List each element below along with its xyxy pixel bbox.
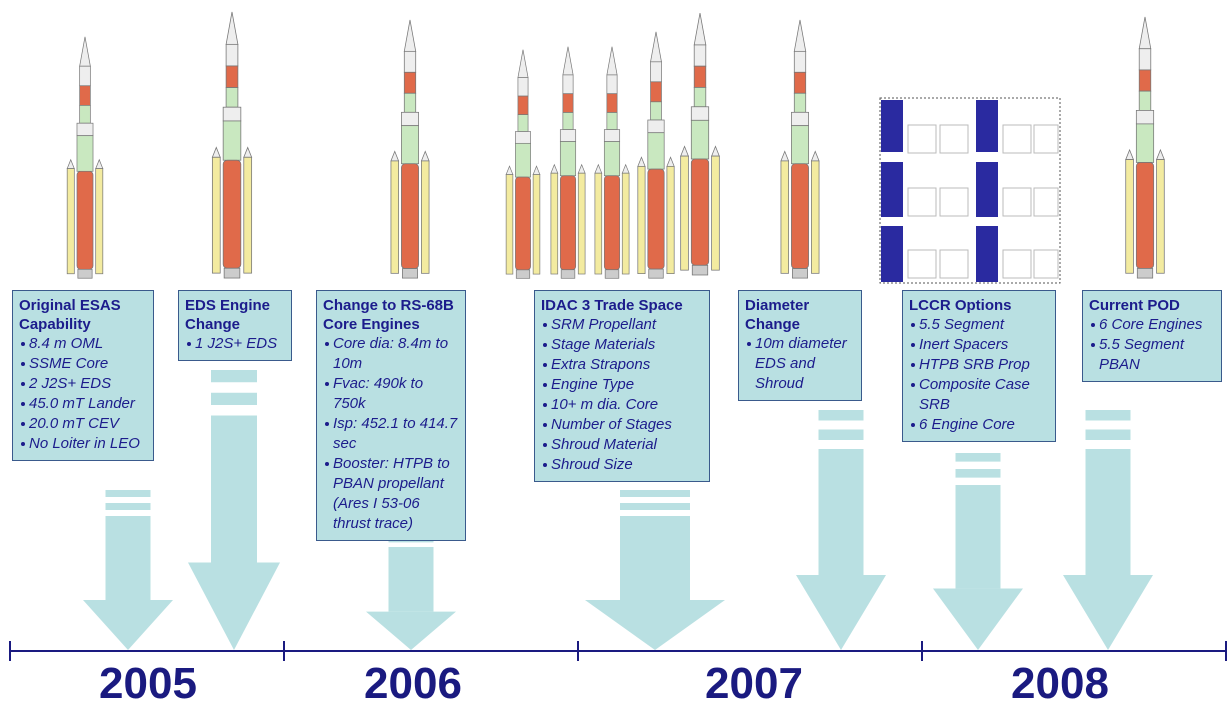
stage-items: SRM Propellant Stage Materials Extra Strap… bbox=[541, 315, 703, 475]
stage-items: Core dia: 8.4m to 10m Fvac: 490k to 750k I… bbox=[323, 334, 459, 534]
stage-title: EDS Engine Change bbox=[185, 297, 271, 333]
stage-item: Booster: HTPB to PBAN propellant (Ares I… bbox=[325, 454, 459, 534]
stage-item: 1 J2S+ EDS bbox=[187, 334, 285, 354]
stage-item: Extra Strapons bbox=[543, 355, 703, 375]
stage-item: 10m diameter EDS and Shroud bbox=[747, 334, 855, 394]
stage-item: SSME Core bbox=[21, 354, 147, 374]
stage-title: Current POD bbox=[1089, 297, 1180, 314]
stage-items: 1 J2S+ EDS bbox=[185, 334, 285, 354]
stage-item: 45.0 mT Lander bbox=[21, 394, 147, 414]
stage-item: 6 Engine Core bbox=[911, 415, 1049, 435]
stage-box: EDS Engine Change 1 J2S+ EDS bbox=[178, 290, 292, 361]
stage-title: IDAC 3 Trade Space bbox=[541, 297, 683, 314]
timeline bbox=[9, 641, 1227, 661]
stage-item: 8.4 m OML bbox=[21, 334, 147, 354]
year-label: 2006 bbox=[364, 659, 462, 708]
stage-item: 2 J2S+ EDS bbox=[21, 374, 147, 394]
stage-item: 6 Core Engines bbox=[1091, 315, 1215, 335]
stage-box: Diameter Change 10m diameter EDS and Shro… bbox=[738, 290, 862, 401]
stage-item: 20.0 mT CEV bbox=[21, 414, 147, 434]
stage-item: SRM Propellant bbox=[543, 315, 703, 335]
stage-item: Engine Type bbox=[543, 375, 703, 395]
stage-item: 5.5 Segment bbox=[911, 315, 1049, 335]
stage-box: IDAC 3 Trade Space SRM Propellant Stage Ma… bbox=[534, 290, 710, 482]
stage-item: Number of Stages bbox=[543, 415, 703, 435]
stage-item: Isp: 452.1 to 414.7 sec bbox=[325, 415, 458, 452]
stage-item: No Loiter in LEO bbox=[21, 434, 147, 454]
stage-items: 10m diameter EDS and Shroud bbox=[745, 334, 855, 394]
stage-box: Original ESAS Capability 8.4 m OML SSME Co… bbox=[12, 290, 154, 461]
stage-item: Composite Case SRB bbox=[911, 375, 1049, 415]
stage-box: LCCR Options 5.5 Segment Inert Spacers HTPB… bbox=[902, 290, 1056, 442]
stage-item: Shroud Size bbox=[543, 455, 703, 475]
stage-title: Change to RS-68B Core Engines bbox=[323, 297, 454, 333]
stage-item: Shroud Material bbox=[543, 435, 703, 455]
trade-diagram bbox=[879, 97, 1061, 284]
stage-item: 10+ m dia. Core bbox=[543, 395, 703, 415]
stage-items: 8.4 m OML SSME Core 2 J2S+ EDS 45.0 mT Land… bbox=[19, 334, 147, 454]
stage-item: HTPB SRB Prop bbox=[911, 355, 1049, 375]
year-label: 2008 bbox=[1011, 659, 1109, 708]
stage-item: Fvac: 490k to 750k bbox=[325, 374, 459, 414]
year-label: 2007 bbox=[705, 659, 803, 708]
stage-title: Original ESAS Capability bbox=[19, 297, 121, 333]
stage-title: Diameter Change bbox=[745, 297, 810, 333]
stage-item: Core dia: 8.4m to 10m bbox=[325, 334, 459, 374]
stage-title: LCCR Options bbox=[909, 297, 1012, 314]
stage-box: Current POD 6 Core Engines 5.5 Segment PBA… bbox=[1082, 290, 1222, 382]
stage-box: Change to RS-68B Core Engines Core dia: 8… bbox=[316, 290, 466, 541]
stage-item: Inert Spacers bbox=[911, 335, 1049, 355]
year-label: 2005 bbox=[99, 659, 197, 708]
stage-item: 5.5 Segment PBAN bbox=[1091, 335, 1215, 375]
stage-items: 6 Core Engines 5.5 Segment PBAN bbox=[1089, 315, 1215, 375]
stage-items: 5.5 Segment Inert Spacers HTPB SRB Prop Com… bbox=[909, 315, 1049, 435]
stage-item: Stage Materials bbox=[543, 335, 703, 355]
